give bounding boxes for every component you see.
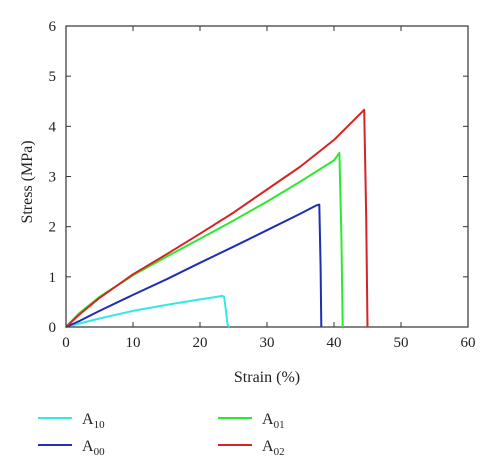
x-axis-title: Strain (%) bbox=[234, 369, 300, 386]
x-tick-label: 10 bbox=[126, 335, 141, 351]
x-tick-label: 20 bbox=[193, 335, 208, 351]
y-tick-label: 4 bbox=[49, 119, 57, 135]
legend-item-a01: A01 bbox=[218, 411, 285, 431]
legend-label: A02 bbox=[262, 438, 285, 458]
legend-label-subscript: 01 bbox=[274, 419, 285, 431]
y-tick-label: 6 bbox=[49, 19, 57, 35]
x-tick-label: 40 bbox=[327, 335, 342, 351]
y-tick-label: 3 bbox=[49, 170, 57, 186]
plot-area bbox=[65, 25, 469, 328]
series-line-a00 bbox=[65, 203, 323, 328]
legend-item-a00: A00 bbox=[38, 438, 105, 458]
legend-label-subscript: 02 bbox=[274, 446, 285, 458]
x-tick-label: 50 bbox=[394, 335, 409, 351]
legend-label-subscript: 10 bbox=[94, 419, 106, 431]
legend-label: A01 bbox=[262, 411, 285, 431]
plot-frame bbox=[65, 25, 469, 328]
x-tick-label: 30 bbox=[260, 335, 275, 351]
legend-label-main: A bbox=[82, 438, 94, 455]
legend-label: A00 bbox=[82, 438, 105, 458]
y-tick-label: 2 bbox=[49, 220, 57, 236]
ticks-layer: 0 10 20 30 40 50 60 0 1 2 3 4 5 6 bbox=[49, 19, 476, 351]
x-tick-label: 60 bbox=[461, 335, 476, 351]
y-tick-label: 5 bbox=[49, 69, 57, 85]
series-layer bbox=[65, 108, 369, 328]
series-line-a02 bbox=[65, 108, 369, 328]
legend-label-main: A bbox=[82, 411, 94, 428]
y-tick-label: 1 bbox=[49, 270, 57, 286]
x-tick-label: 0 bbox=[62, 335, 70, 351]
legend-label-main: A bbox=[262, 411, 274, 428]
y-axis-title: Stress (MPa) bbox=[19, 140, 36, 223]
series-line-a10 bbox=[65, 294, 231, 328]
legend-item-a02: A02 bbox=[218, 438, 285, 458]
legend-item-a10: A10 bbox=[38, 411, 105, 431]
legend-label-subscript: 00 bbox=[94, 446, 106, 458]
legend-label-main: A bbox=[262, 438, 274, 455]
y-tick-label: 0 bbox=[49, 320, 57, 336]
series-line-a01 bbox=[65, 151, 344, 328]
legend-label: A10 bbox=[82, 411, 105, 431]
